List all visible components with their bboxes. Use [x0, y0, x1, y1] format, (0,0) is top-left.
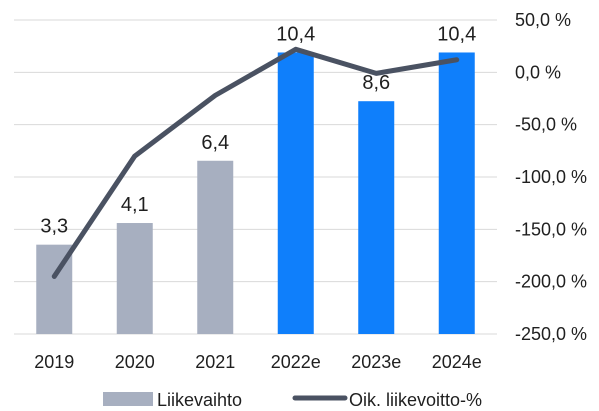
right-y-axis: 50,0 % 0,0 % -50,0 % -100,0 % -150,0 % -200,0…	[515, 10, 587, 344]
legend: Liikevaihto Oik. liikevoitto-%	[103, 390, 482, 410]
legend-swatch-bars	[103, 392, 153, 406]
line-path	[51, 46, 460, 279]
bar	[197, 160, 234, 334]
y-tick-label: -250,0 %	[515, 324, 587, 344]
x-tick-label: 2020	[115, 352, 155, 372]
y-tick-label: 50,0 %	[515, 10, 571, 30]
bar-series	[36, 52, 475, 334]
bar-data-label: 4,1	[121, 194, 149, 216]
legend-label-line: Oik. liikevoitto-%	[349, 390, 482, 410]
bar	[277, 52, 314, 334]
legend-label-bars: Liikevaihto	[157, 390, 242, 410]
x-tick-label: 2022e	[271, 352, 321, 372]
y-tick-label: 0,0 %	[515, 62, 561, 82]
x-tick-label: 2021	[195, 352, 235, 372]
bar-data-label: 10,4	[276, 23, 315, 45]
bar	[438, 52, 475, 334]
x-tick-label: 2024e	[432, 352, 482, 372]
y-tick-label: -50,0 %	[515, 115, 577, 135]
bar	[358, 101, 395, 334]
x-axis: 2019 2020 2021 2022e 2023e 2024e	[34, 352, 482, 372]
y-tick-label: -150,0 %	[515, 219, 587, 239]
gridlines	[14, 19, 497, 335]
data-labels: 3,3 4,1 6,4 10,4 8,6 10,4	[40, 23, 476, 237]
x-tick-label: 2023e	[351, 352, 401, 372]
bar-data-label: 3,3	[40, 216, 68, 238]
line-series	[51, 46, 460, 279]
bar-data-label: 10,4	[437, 23, 476, 45]
x-tick-label: 2019	[34, 352, 74, 372]
bar-data-label: 8,6	[362, 72, 390, 94]
bar	[116, 223, 153, 334]
bar-data-label: 6,4	[201, 132, 229, 154]
y-tick-label: -100,0 %	[515, 167, 587, 187]
y-tick-label: -200,0 %	[515, 272, 587, 292]
